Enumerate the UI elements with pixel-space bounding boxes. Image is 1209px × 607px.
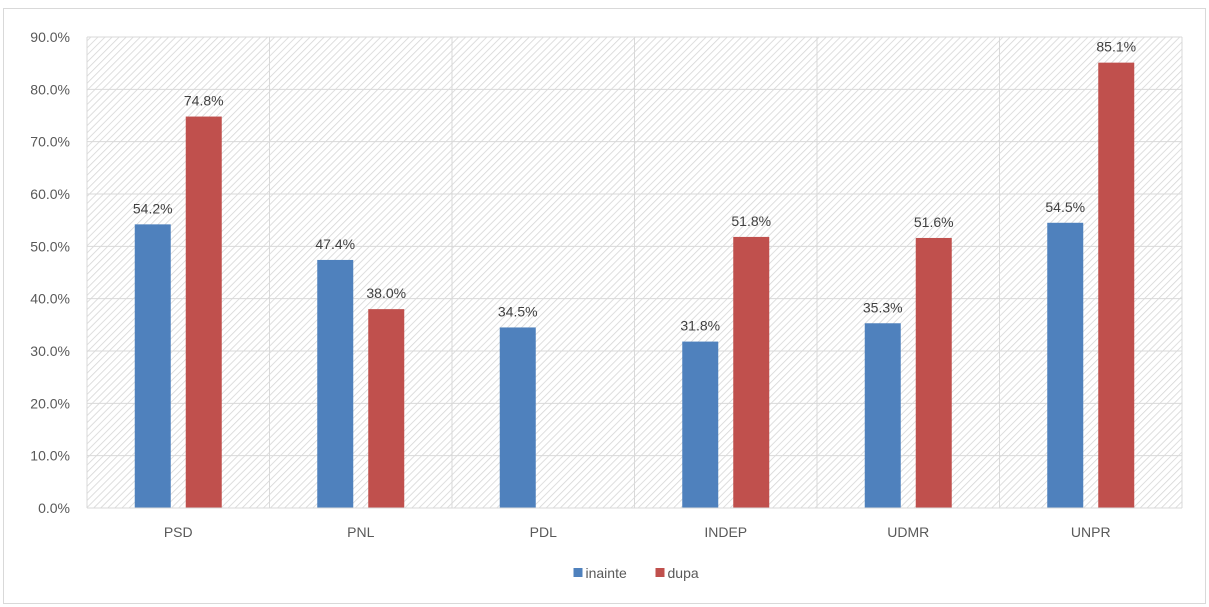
data-label: 51.8% (731, 213, 771, 229)
bar-inainte-indep (682, 341, 719, 508)
y-tick-label: 60.0% (30, 186, 70, 202)
x-tick-label: INDEP (704, 524, 747, 540)
bar-inainte-udmr (864, 323, 901, 508)
bar-dupa-pnl (368, 309, 405, 508)
bar-dupa-psd (185, 116, 222, 509)
bar-inainte-unpr (1047, 222, 1084, 509)
y-tick-label: 10.0% (30, 448, 70, 464)
bar-inainte-pdl (499, 327, 536, 508)
y-tick-label: 70.0% (30, 134, 70, 150)
y-tick-label: 50.0% (30, 238, 70, 254)
legend-label-inainte: inainte (586, 565, 627, 581)
y-tick-label: 90.0% (30, 29, 70, 45)
x-tick-label: PNL (347, 524, 374, 540)
bar-inainte-psd (134, 224, 171, 508)
y-tick-label: 40.0% (30, 291, 70, 307)
data-label: 74.8% (184, 93, 224, 109)
legend-swatch-dupa (655, 568, 665, 577)
y-tick-label: 30.0% (30, 343, 70, 359)
data-label: 34.5% (498, 303, 538, 319)
x-tick-label: PSD (164, 524, 193, 540)
x-tick-label: PDL (530, 524, 557, 540)
data-label: 54.2% (133, 200, 173, 216)
data-label: 31.8% (680, 318, 720, 334)
gridlines (86, 36, 1183, 509)
legend-swatch-inainte (573, 568, 583, 577)
data-label: 35.3% (863, 299, 903, 315)
x-tick-label: UNPR (1071, 524, 1111, 540)
bar-dupa-indep (733, 236, 770, 508)
x-tick-label: UDMR (887, 524, 929, 540)
data-label: 54.5% (1045, 199, 1085, 215)
y-tick-label: 0.0% (38, 500, 70, 516)
data-label: 85.1% (1096, 39, 1136, 55)
bar-dupa-unpr (1098, 62, 1135, 508)
y-tick-label: 80.0% (30, 81, 70, 97)
y-tick-label: 20.0% (30, 395, 70, 411)
bar-inainte-pnl (317, 259, 354, 508)
legend: inainte dupa (573, 565, 699, 581)
axes: 0.0% 10.0% 20.0% 30.0% 40.0% 50.0% 60.0% 70.0% 8… (30, 29, 1182, 540)
bars (134, 62, 1135, 509)
data-labels: 54.2% 74.8% 47.4% 38.0% 34.5% 31.8% 51.8% 35.3%… (133, 39, 1136, 334)
legend-label-dupa: dupa (668, 565, 699, 581)
bar-dupa-udmr (915, 237, 952, 508)
data-label: 38.0% (366, 285, 406, 301)
data-label: 47.4% (315, 236, 355, 252)
data-label: 51.6% (914, 214, 954, 230)
